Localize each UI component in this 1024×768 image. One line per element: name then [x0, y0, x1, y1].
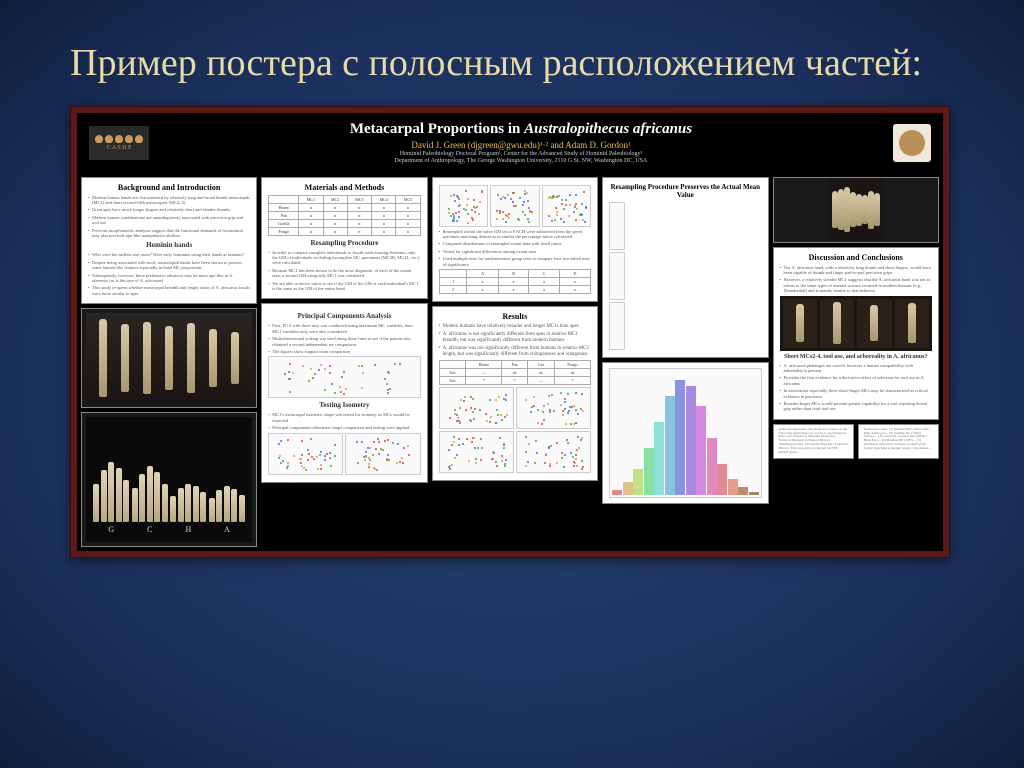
panel-methods: Materials and Methods MC1MC2MC3MC4MC5Hom… — [261, 177, 427, 300]
panel-bones-top — [773, 177, 939, 243]
column-1: Background and Introduction Modern human… — [81, 177, 257, 547]
column-5: Discussion and Conclusions The A. africa… — [773, 177, 939, 547]
isometry-scatter-1 — [268, 433, 343, 475]
logo-left: C A S H P — [89, 126, 149, 160]
panel-hands-photo: GCHA — [81, 412, 257, 547]
poster-header: C A S H P Metacarpal Proportions in Aust… — [77, 113, 943, 173]
results-scatter — [516, 387, 591, 429]
logo-right — [893, 124, 931, 162]
poster-body: Background and Introduction Modern human… — [77, 173, 943, 551]
column-4: Resampling Procedure Preserves the Actua… — [602, 177, 768, 547]
column-3: Resampled within the value GM set to EAC… — [432, 177, 598, 547]
results-scatter — [439, 387, 514, 429]
scatter-small — [490, 185, 539, 227]
poster: C A S H P Metacarpal Proportions in Aust… — [77, 113, 943, 552]
poster-title: Metacarpal Proportions in Australopithec… — [159, 121, 883, 138]
panel-resampling-hist: Resampling Procedure Preserves the Actua… — [602, 177, 768, 358]
poster-frame: C A S H P Metacarpal Proportions in Aust… — [70, 106, 950, 559]
isometry-scatter-2 — [345, 433, 420, 475]
poster-authors: David J. Green (djgreen@gwu.edu)¹·² and … — [159, 140, 883, 150]
panel-background: Background and Introduction Modern human… — [81, 177, 257, 304]
scatter-small — [439, 185, 488, 227]
results-scatter — [439, 431, 514, 473]
poster-affiliation: Department of Anthropology, The George W… — [159, 158, 883, 165]
slide-title: Пример постера с полосным расположением … — [70, 40, 954, 88]
panel-results: Results Modern humans have relatively br… — [432, 306, 598, 481]
acknowledgements: Acknowledgements: We thank the curators … — [773, 424, 854, 459]
column-2: Materials and Methods MC1MC2MC3MC4MC5Hom… — [261, 177, 427, 547]
scatter-small — [542, 185, 591, 227]
pca-scatter-1 — [268, 356, 420, 398]
results-scatter — [516, 431, 591, 473]
poster-affiliation: Hominid Paleobiology Doctoral Program¹, … — [159, 151, 883, 158]
panel-discussion: Discussion and Conclusions The A. africa… — [773, 247, 939, 420]
panel-pca: Principal Components Analysis First, PCA… — [261, 303, 427, 482]
panel-big-histogram — [602, 362, 768, 504]
footer-panels: Acknowledgements: We thank the curators … — [773, 424, 939, 459]
panel-bones-photo — [81, 308, 257, 408]
discussion-bones-image — [780, 296, 932, 351]
references: References cited: [1] Marzke MW (1997) A… — [858, 424, 939, 459]
panel-resampling-cont: Resampled within the value GM set to EAC… — [432, 177, 598, 302]
